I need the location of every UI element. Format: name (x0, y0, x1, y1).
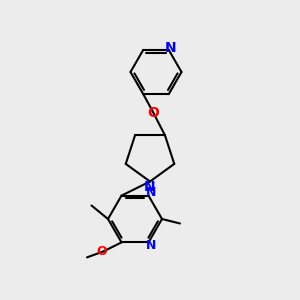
Text: N: N (144, 180, 156, 194)
Text: O: O (147, 106, 159, 120)
Text: O: O (97, 245, 107, 258)
Text: N: N (146, 186, 157, 199)
Text: N: N (164, 41, 176, 56)
Text: N: N (146, 239, 157, 252)
